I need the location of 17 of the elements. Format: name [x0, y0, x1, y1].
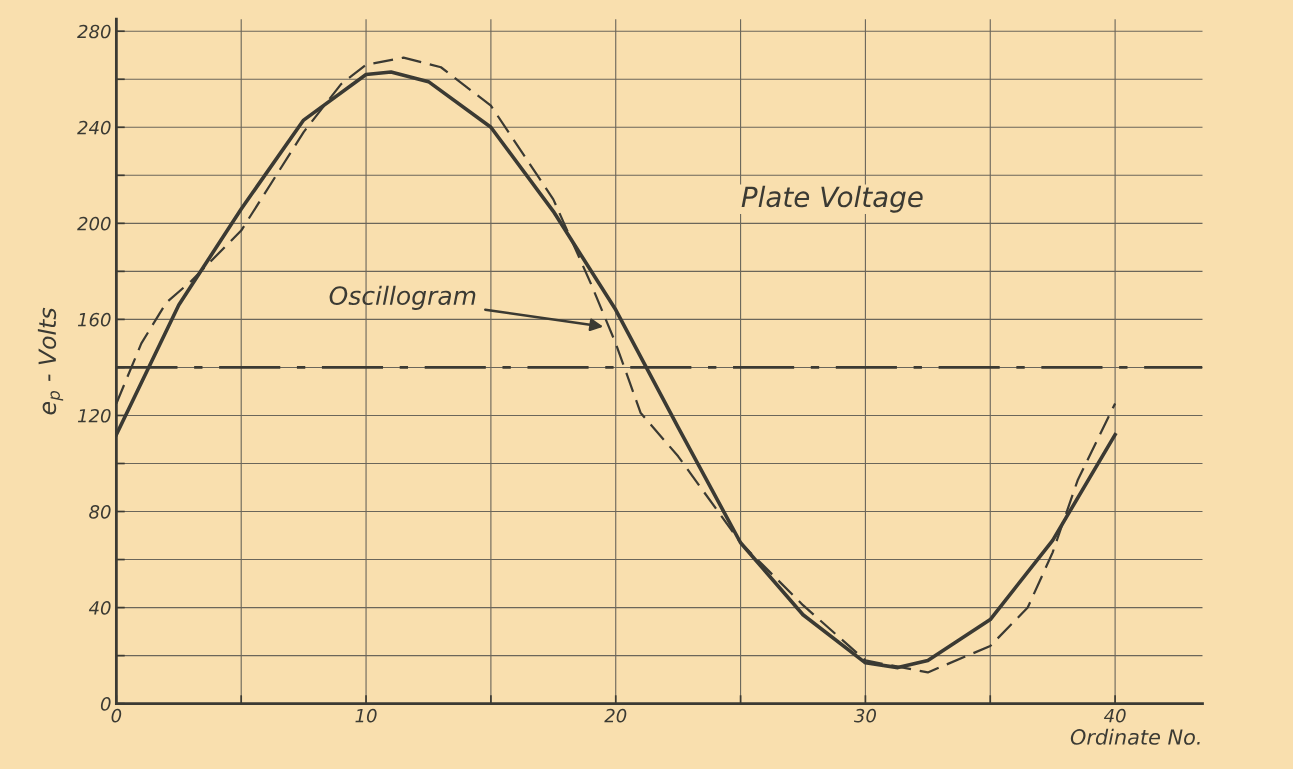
y-axis-title: e$_{p}$ - Volts	[37, 307, 64, 415]
y-tick-label: 120	[77, 408, 111, 423]
x-axis-title: Ordinate No.	[1070, 728, 1200, 745]
annotation: Oscillogram	[329, 285, 476, 310]
annotation: Plate Voltage	[741, 185, 923, 213]
x-tick-label: 0	[111, 708, 122, 723]
y-tick-label: 0	[100, 697, 111, 711]
y-tick-label: 200	[77, 216, 111, 231]
y-tick-label: 40	[88, 601, 111, 615]
y-tick-label: 80	[89, 504, 111, 519]
y-tick-label: 240	[77, 120, 111, 135]
x-tick-label: 10	[355, 708, 377, 723]
y-tick-label: 280	[77, 24, 111, 39]
y-tick-label: 160	[77, 312, 111, 327]
x-tick-label: 30	[853, 708, 876, 723]
x-tick-label: 40	[1103, 708, 1126, 723]
x-tick-label: 20	[604, 708, 627, 723]
